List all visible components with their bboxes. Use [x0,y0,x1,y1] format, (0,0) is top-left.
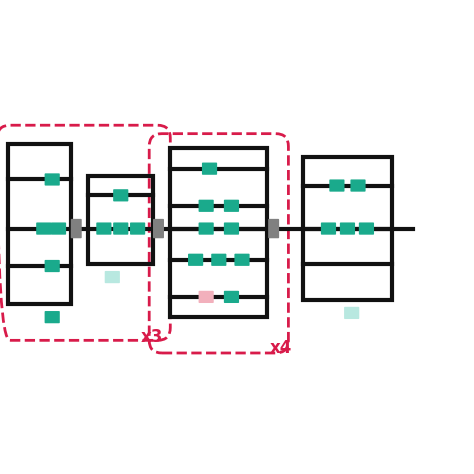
FancyBboxPatch shape [329,180,345,191]
FancyBboxPatch shape [224,291,239,303]
FancyBboxPatch shape [224,222,239,235]
FancyBboxPatch shape [359,222,374,235]
Bar [88,176,154,264]
FancyBboxPatch shape [105,271,120,283]
FancyBboxPatch shape [113,189,128,201]
FancyBboxPatch shape [268,219,279,238]
FancyBboxPatch shape [96,222,111,235]
Bar [303,157,392,300]
Bar [170,148,267,317]
FancyBboxPatch shape [45,173,60,186]
Bar [8,144,71,304]
FancyBboxPatch shape [45,311,60,323]
FancyBboxPatch shape [153,219,164,238]
FancyBboxPatch shape [113,222,128,235]
FancyBboxPatch shape [235,254,250,266]
FancyBboxPatch shape [51,222,66,235]
FancyBboxPatch shape [344,307,359,319]
FancyBboxPatch shape [321,222,336,235]
Text: x4: x4 [269,339,292,357]
FancyBboxPatch shape [199,200,214,212]
FancyBboxPatch shape [45,260,60,272]
FancyBboxPatch shape [36,222,51,235]
FancyBboxPatch shape [211,254,227,266]
FancyBboxPatch shape [199,291,214,303]
FancyBboxPatch shape [188,254,203,266]
Text: x3: x3 [141,328,163,346]
FancyBboxPatch shape [340,222,355,235]
FancyBboxPatch shape [71,219,82,238]
FancyBboxPatch shape [199,222,214,235]
FancyBboxPatch shape [350,180,365,191]
FancyBboxPatch shape [202,163,217,175]
FancyBboxPatch shape [224,200,239,212]
FancyBboxPatch shape [130,222,145,235]
